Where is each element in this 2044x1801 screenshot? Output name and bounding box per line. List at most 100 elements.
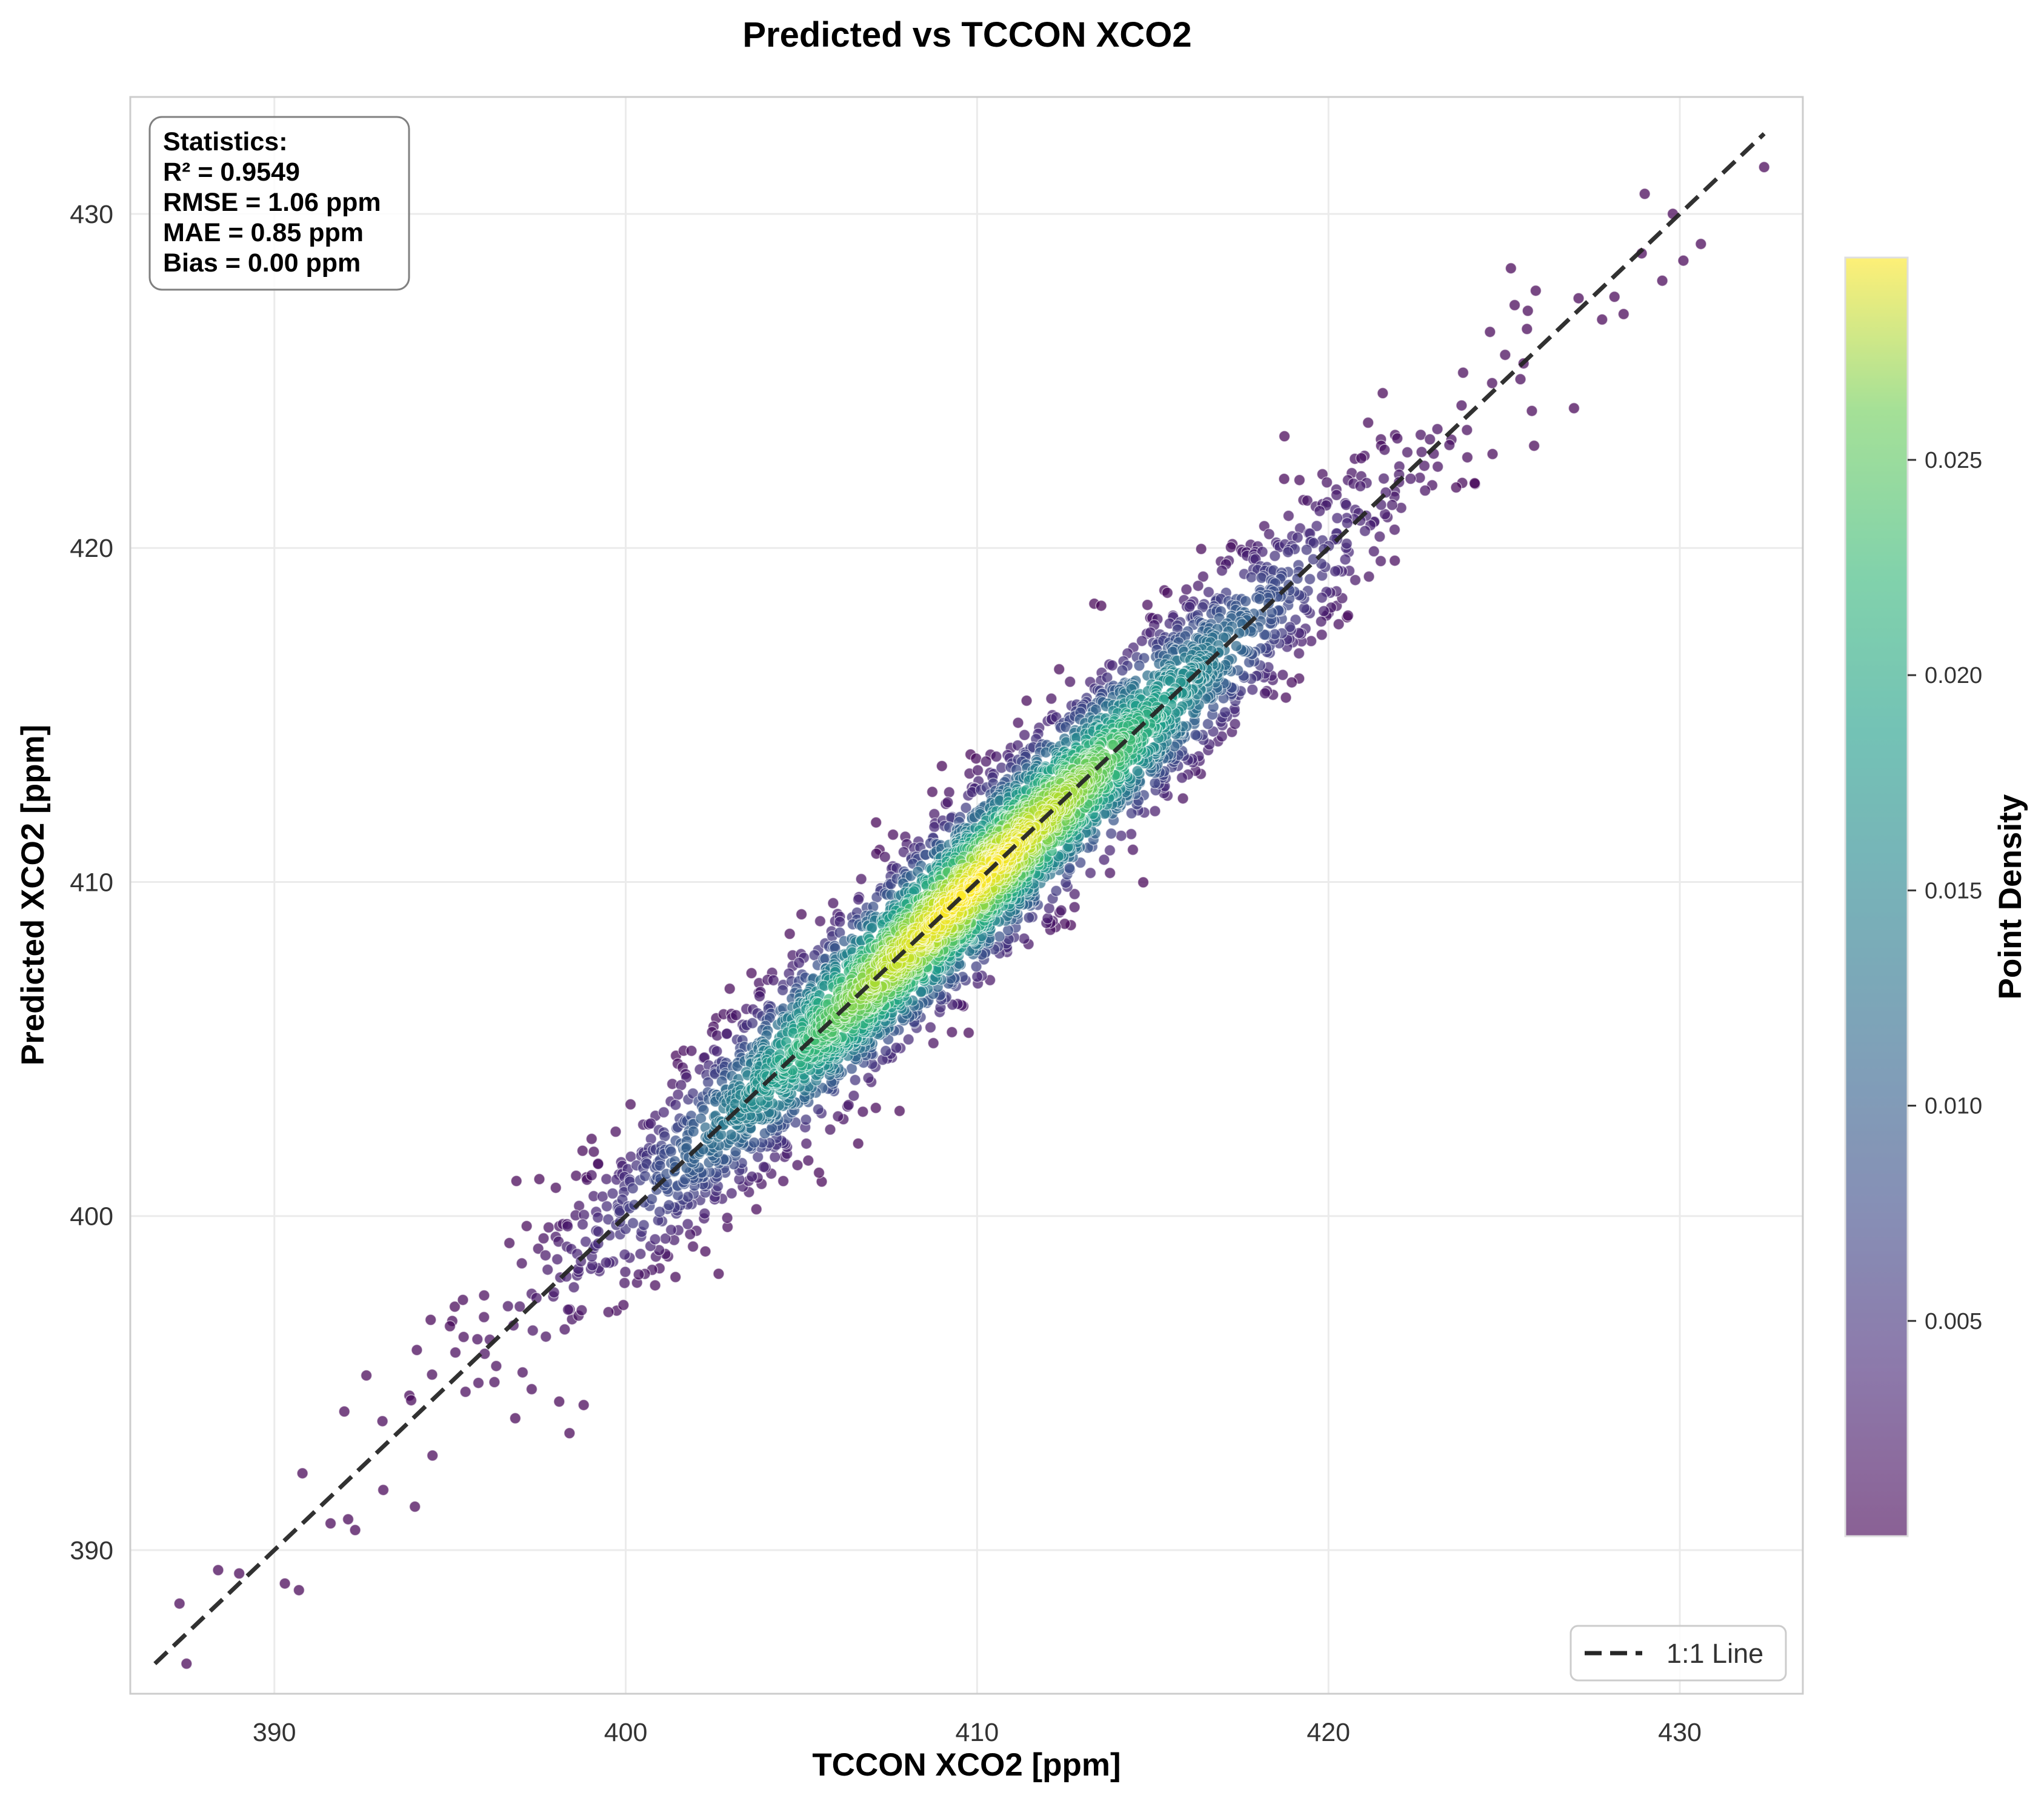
- data-point: [1176, 771, 1188, 784]
- data-point: [960, 802, 972, 814]
- data-point: [1340, 499, 1353, 511]
- data-point: [472, 1377, 485, 1389]
- data-point: [1386, 499, 1399, 511]
- data-point: [1064, 862, 1076, 874]
- data-point: [682, 1191, 694, 1203]
- data-point: [776, 984, 789, 996]
- data-point: [585, 1169, 598, 1182]
- data-point: [527, 1324, 539, 1337]
- data-point: [296, 1467, 308, 1479]
- data-point: [887, 828, 899, 841]
- data-point: [1291, 531, 1303, 544]
- data-point: [1256, 545, 1268, 558]
- data-point: [1197, 570, 1210, 583]
- colorbar-tick-label: 0.010: [1925, 1094, 1982, 1119]
- data-point: [1342, 610, 1354, 622]
- data-point: [1300, 544, 1313, 556]
- data-point: [649, 1279, 661, 1291]
- data-point: [1042, 912, 1054, 925]
- data-point: [532, 1242, 544, 1255]
- data-point: [672, 1088, 684, 1101]
- data-point: [663, 1199, 675, 1211]
- data-point: [725, 1128, 737, 1141]
- data-point: [479, 1348, 491, 1360]
- data-point: [746, 1017, 759, 1030]
- data-point: [971, 971, 984, 983]
- data-point: [753, 990, 766, 1002]
- data-point: [233, 1567, 245, 1580]
- data-point: [1316, 591, 1328, 604]
- data-point: [619, 1266, 631, 1278]
- data-point: [793, 957, 805, 969]
- data-point: [1374, 555, 1387, 567]
- data-point: [924, 1021, 937, 1034]
- data-point: [902, 1033, 914, 1046]
- data-point: [562, 1303, 574, 1316]
- data-point: [862, 1072, 874, 1084]
- data-point: [962, 1027, 975, 1039]
- data-point: [1018, 933, 1030, 945]
- colorbar-ticks: 0.005 0.010 0.015 0.020 0.025: [1908, 448, 1982, 1334]
- data-point: [1095, 599, 1107, 612]
- data-point: [592, 1225, 605, 1238]
- data-point: [1329, 565, 1342, 578]
- data-point: [1431, 423, 1443, 435]
- data-point: [1177, 792, 1189, 805]
- data-point: [827, 897, 839, 910]
- data-point: [1522, 305, 1534, 317]
- data-point: [521, 1220, 533, 1233]
- data-point: [1695, 238, 1707, 250]
- data-point: [618, 1277, 631, 1289]
- data-point: [541, 1263, 554, 1276]
- data-point: [1106, 659, 1119, 671]
- data-point: [670, 1099, 682, 1111]
- data-point: [478, 1289, 490, 1302]
- data-point: [1758, 161, 1770, 173]
- data-point: [1283, 621, 1296, 633]
- data-point: [721, 1028, 733, 1040]
- data-point: [490, 1360, 502, 1372]
- data-point: [588, 1145, 600, 1158]
- data-point: [769, 1151, 781, 1163]
- data-point: [1416, 446, 1428, 458]
- data-point: [1303, 573, 1316, 585]
- data-point: [1377, 472, 1390, 485]
- data-point: [1239, 595, 1252, 607]
- data-point: [624, 1098, 637, 1111]
- data-point: [1105, 827, 1117, 840]
- data-point: [1423, 433, 1436, 445]
- legend-label: 1:1 Line: [1666, 1638, 1763, 1669]
- data-point: [1149, 777, 1161, 790]
- data-point: [585, 1133, 598, 1145]
- data-point: [791, 1159, 804, 1171]
- data-point: [1104, 867, 1116, 879]
- data-point: [1333, 618, 1345, 630]
- data-point: [1656, 275, 1668, 287]
- data-point: [1277, 669, 1289, 681]
- data-point: [1045, 693, 1057, 705]
- data-point: [748, 1136, 761, 1149]
- data-point: [824, 1124, 836, 1136]
- data-point: [1255, 571, 1268, 584]
- data-point: [970, 960, 982, 973]
- data-point: [1530, 284, 1542, 297]
- y-tick-label: 390: [70, 1536, 113, 1565]
- data-point: [568, 1281, 580, 1294]
- data-point: [1359, 525, 1371, 537]
- data-point: [1293, 647, 1305, 659]
- data-point: [601, 1200, 613, 1213]
- data-point: [1330, 489, 1343, 501]
- data-point: [813, 1167, 825, 1179]
- data-point: [1043, 902, 1056, 914]
- data-point: [879, 1045, 892, 1057]
- data-point: [971, 764, 984, 776]
- x-axis-label: TCCON XCO2 [ppm]: [812, 1747, 1120, 1783]
- data-point: [1216, 564, 1228, 577]
- data-point: [602, 1213, 614, 1226]
- data-point: [1377, 387, 1389, 399]
- data-point: [669, 1271, 682, 1283]
- data-point: [448, 1300, 461, 1313]
- data-point: [510, 1175, 522, 1187]
- data-point: [1331, 512, 1343, 524]
- data-point: [1388, 524, 1401, 536]
